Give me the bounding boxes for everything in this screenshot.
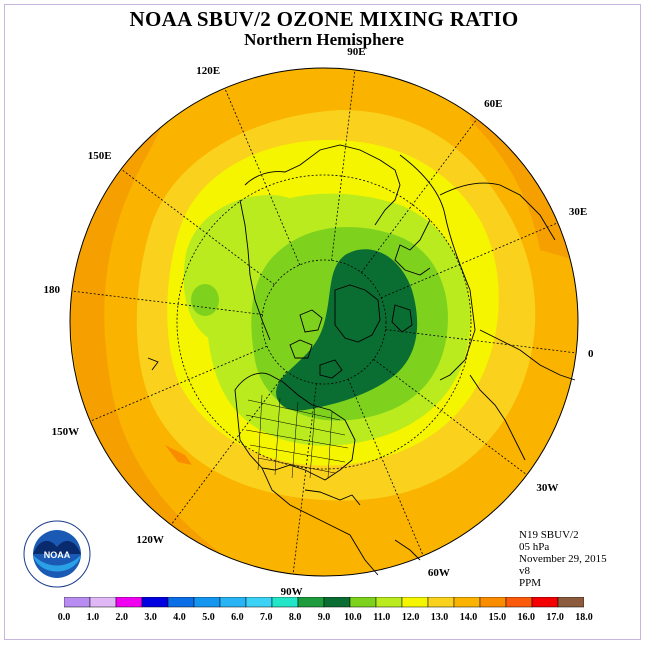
meridian-60E — [360, 118, 478, 273]
meridian-90W — [292, 383, 317, 575]
info-block: N19 SBUV/2 05 hPa November 29, 2015 v8 P… — [519, 529, 607, 589]
lon-label-120W: 120W — [136, 534, 164, 547]
meridian-0 — [385, 329, 577, 354]
meridian-90E — [331, 69, 356, 261]
colorbar-tick-label: 4.0 — [173, 612, 186, 623]
lon-label-180: 180 — [43, 283, 60, 296]
colorbar-swatch — [557, 597, 584, 608]
us-state-lines — [245, 394, 349, 479]
colorbar-tick-label: 9.0 — [317, 612, 331, 623]
colorbar-swatch — [141, 597, 169, 608]
lon-label-150W: 150W — [51, 425, 80, 438]
page-frame — [4, 4, 641, 640]
lon-label-90E: 90E — [347, 45, 366, 58]
colorbar-tick-label: 18.0 — [575, 612, 593, 623]
colorbar-swatch — [89, 597, 117, 608]
colorbar — [64, 597, 584, 608]
lon-label-60W: 60W — [427, 566, 450, 579]
colorbar-swatch — [193, 597, 221, 608]
colorbar-swatch — [219, 597, 247, 608]
meridian-120E — [224, 88, 301, 266]
colorbar-swatch — [375, 597, 403, 608]
longitude-lines — [71, 69, 577, 575]
colorbar-swatch — [271, 597, 299, 608]
page-title: NOAA SBUV/2 OZONE MIXING RATIO — [129, 7, 519, 31]
colorbar-tick-label: 6.0 — [231, 612, 244, 623]
colorbar-tick-label: 12.0 — [401, 612, 420, 623]
colorbar-tick-label: 13.0 — [430, 612, 449, 623]
contour-band-14-darker — [70, 90, 230, 570]
meridian-120W — [170, 371, 288, 526]
info-level: 05 hPa — [519, 541, 550, 553]
colorbar-tick-label: 14.0 — [459, 612, 478, 623]
colorbar-swatch — [64, 597, 91, 608]
contour-spot-orange — [165, 445, 192, 465]
colorbar-swatch — [505, 597, 533, 608]
colorbar-tick-label: 0.0 — [57, 612, 71, 623]
colorbar-swatch — [427, 597, 455, 608]
colorbar-swatch — [531, 597, 559, 608]
page-subtitle: Northern Hemisphere — [244, 30, 404, 49]
meridian-150E — [120, 168, 275, 286]
colorbar-tick-label: 10.0 — [344, 612, 362, 623]
globe-outline — [69, 67, 579, 577]
colorbar-tick-label: 8.0 — [288, 612, 302, 623]
lon-label-120E: 120E — [196, 65, 221, 78]
info-version: v8 — [519, 565, 530, 577]
colorbar-swatch — [115, 597, 143, 608]
lon-label-0: 0 — [588, 348, 594, 361]
lon-label-30W: 30W — [536, 482, 559, 495]
colorbar-swatch — [453, 597, 481, 608]
lon-label-60E: 60E — [484, 97, 503, 110]
colorbar-swatch — [297, 597, 325, 608]
meridian-150W — [90, 345, 268, 422]
latitude-circles — [176, 174, 472, 470]
lon-label-30E: 30E — [568, 206, 588, 219]
noaa-logo-icon: NOAA — [23, 520, 91, 588]
meridian-30E — [380, 222, 558, 299]
info-satellite: N19 SBUV/2 — [519, 529, 579, 541]
colorbar-tick-label: 3.0 — [144, 612, 157, 623]
logo-text: NOAA — [44, 550, 71, 560]
colorbar-swatch — [401, 597, 429, 608]
info-units: PPM — [519, 577, 542, 589]
lon-label-90W: 90W — [280, 586, 303, 599]
contour-spot-green — [191, 284, 219, 316]
meridian-30W — [373, 358, 528, 476]
colorbar-tick-label: 16.0 — [517, 612, 535, 623]
colorbar-tick-label: 11.0 — [373, 612, 391, 623]
coastlines — [147, 144, 576, 576]
colorbar-swatch — [245, 597, 273, 608]
colorbar-tick-label: 5.0 — [202, 612, 215, 623]
colorbar-swatch — [167, 597, 195, 608]
lon-label-150E: 150E — [87, 149, 112, 162]
colorbar-tick-label: 1.0 — [86, 612, 100, 623]
colorbar-tick-label: 7.0 — [259, 612, 273, 623]
colorbar-tick-label: 2.0 — [115, 612, 129, 623]
colorbar-swatch — [349, 597, 377, 608]
colorbar-tick-label: 15.0 — [488, 612, 507, 623]
colorbar-tick-label: 17.0 — [546, 612, 564, 623]
colorbar-swatch — [323, 597, 351, 608]
colorbar-swatch — [479, 597, 507, 608]
meridian-60W — [347, 378, 424, 556]
contour-band-10 — [276, 249, 418, 411]
info-date: November 29, 2015 — [519, 553, 607, 565]
meridian-180 — [71, 290, 263, 315]
